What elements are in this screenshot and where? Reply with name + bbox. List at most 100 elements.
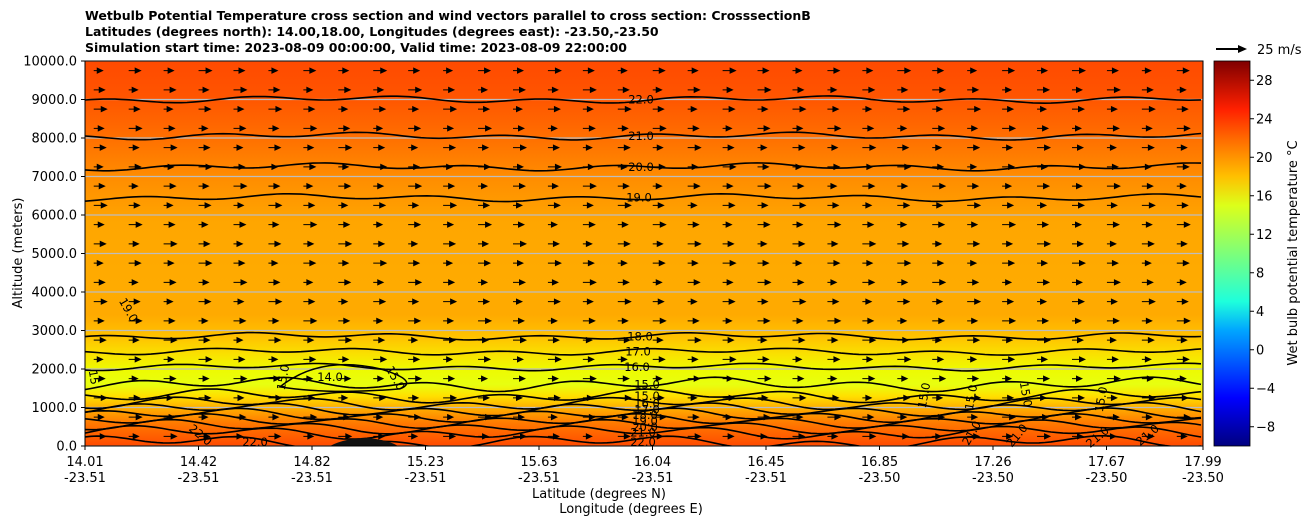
- wind-reference-label: 25 m/s: [1257, 43, 1302, 58]
- contour-line: [85, 418, 1202, 435]
- wind-vector: [128, 356, 142, 363]
- wind-vector: [687, 279, 701, 286]
- wind-vector: [512, 375, 526, 382]
- wind-vector: [1176, 259, 1190, 267]
- wind-vector: [1176, 394, 1189, 402]
- contour-label: 21.0: [630, 426, 656, 440]
- wind-vector: [617, 144, 631, 151]
- wind-vector: [652, 240, 664, 248]
- wind-vector: [163, 259, 175, 267]
- wind-vector: [1002, 336, 1014, 344]
- wind-vector: [1106, 86, 1121, 94]
- wind-vector: [547, 433, 560, 440]
- wind-vector: [652, 105, 665, 113]
- wind-vector: [233, 125, 247, 132]
- wind-vector: [1037, 240, 1052, 248]
- wind-vector: [932, 221, 946, 228]
- wind-vector: [1106, 125, 1120, 132]
- wind-vector: [128, 298, 141, 305]
- contour-label: 16.0: [624, 360, 650, 374]
- wind-vector: [1141, 182, 1154, 190]
- wind-vector: [1176, 336, 1188, 344]
- wind-vector: [338, 394, 349, 402]
- wind-vector: [862, 240, 877, 248]
- wind-vector: [827, 259, 841, 267]
- wind-vector: [582, 259, 595, 267]
- wind-vector: [827, 279, 838, 286]
- wind-vector: [408, 144, 419, 151]
- y-tick-label: 5000.0: [32, 247, 78, 262]
- wind-vector: [1037, 375, 1051, 382]
- wind-vector: [582, 356, 595, 363]
- wind-vector: [652, 356, 666, 363]
- wind-vector: [478, 240, 490, 248]
- wind-vector: [967, 202, 982, 209]
- wind-vector: [268, 356, 279, 363]
- wind-vector: [1176, 182, 1187, 190]
- wind-vector: [512, 413, 525, 421]
- wind-vector: [547, 144, 560, 151]
- contour-label: 20.0: [628, 160, 654, 174]
- contour-label: 15: [86, 369, 102, 386]
- wind-vector: [478, 182, 489, 190]
- wind-vector: [722, 259, 737, 267]
- x-tick-label-lon: -23.50: [859, 471, 901, 486]
- wind-vector: [1106, 298, 1118, 305]
- wind-vector: [1176, 144, 1188, 151]
- wind-vector: [408, 86, 423, 94]
- wind-vector: [722, 202, 736, 209]
- wind-vector: [338, 433, 353, 440]
- wind-vector: [932, 394, 944, 402]
- wind-vector: [932, 433, 943, 440]
- wind-vector: [932, 202, 944, 209]
- wind-vector: [512, 356, 524, 363]
- wind-vector: [93, 144, 107, 151]
- wind-vector: [443, 182, 456, 190]
- colorbar-tick-label: 28: [1256, 74, 1273, 89]
- wind-vector: [582, 144, 593, 151]
- wind-vector: [897, 182, 909, 190]
- wind-vector: [512, 279, 526, 286]
- wind-vector: [1176, 202, 1189, 209]
- wind-vector: [1002, 298, 1015, 305]
- wind-vector: [512, 67, 524, 74]
- wind-vector: [373, 413, 384, 421]
- wind-vector: [408, 317, 422, 325]
- wind-vector: [1141, 259, 1152, 267]
- wind-vector: [757, 86, 772, 94]
- wind-vector: [722, 356, 737, 363]
- colorbar-tick-label: −8: [1256, 420, 1275, 435]
- wind-vector: [268, 86, 281, 94]
- wind-vector: [478, 413, 493, 421]
- wind-vector: [443, 356, 454, 363]
- wind-vector: [1071, 67, 1086, 74]
- wind-vector: [1106, 317, 1120, 325]
- wind-vector: [932, 125, 946, 132]
- wind-vector: [303, 375, 314, 382]
- wind-vector: [408, 433, 419, 440]
- wind-vector: [198, 375, 210, 382]
- wind-vector: [967, 394, 982, 402]
- x-tick-label-lat: 14.42: [180, 455, 217, 470]
- wind-vector: [93, 279, 106, 286]
- wind-vector: [862, 298, 873, 305]
- wind-vector: [1141, 375, 1154, 382]
- wind-vector: [792, 394, 807, 402]
- wind-vector: [478, 298, 491, 305]
- wind-vector: [652, 279, 663, 286]
- wind-vector: [582, 163, 595, 171]
- wind-vector: [827, 182, 838, 190]
- wind-vector: [268, 433, 282, 440]
- wind-vector: [862, 202, 873, 209]
- wind-vector: [617, 279, 630, 286]
- wind-vector: [1141, 67, 1152, 74]
- wind-vector: [163, 182, 177, 190]
- wind-vector: [198, 394, 212, 402]
- wind-vector: [93, 375, 106, 382]
- wind-vector: [757, 182, 772, 190]
- wind-vector: [862, 317, 875, 325]
- wind-vector: [792, 279, 805, 286]
- wind-vector: [1141, 240, 1155, 248]
- wind-vector: [792, 67, 803, 74]
